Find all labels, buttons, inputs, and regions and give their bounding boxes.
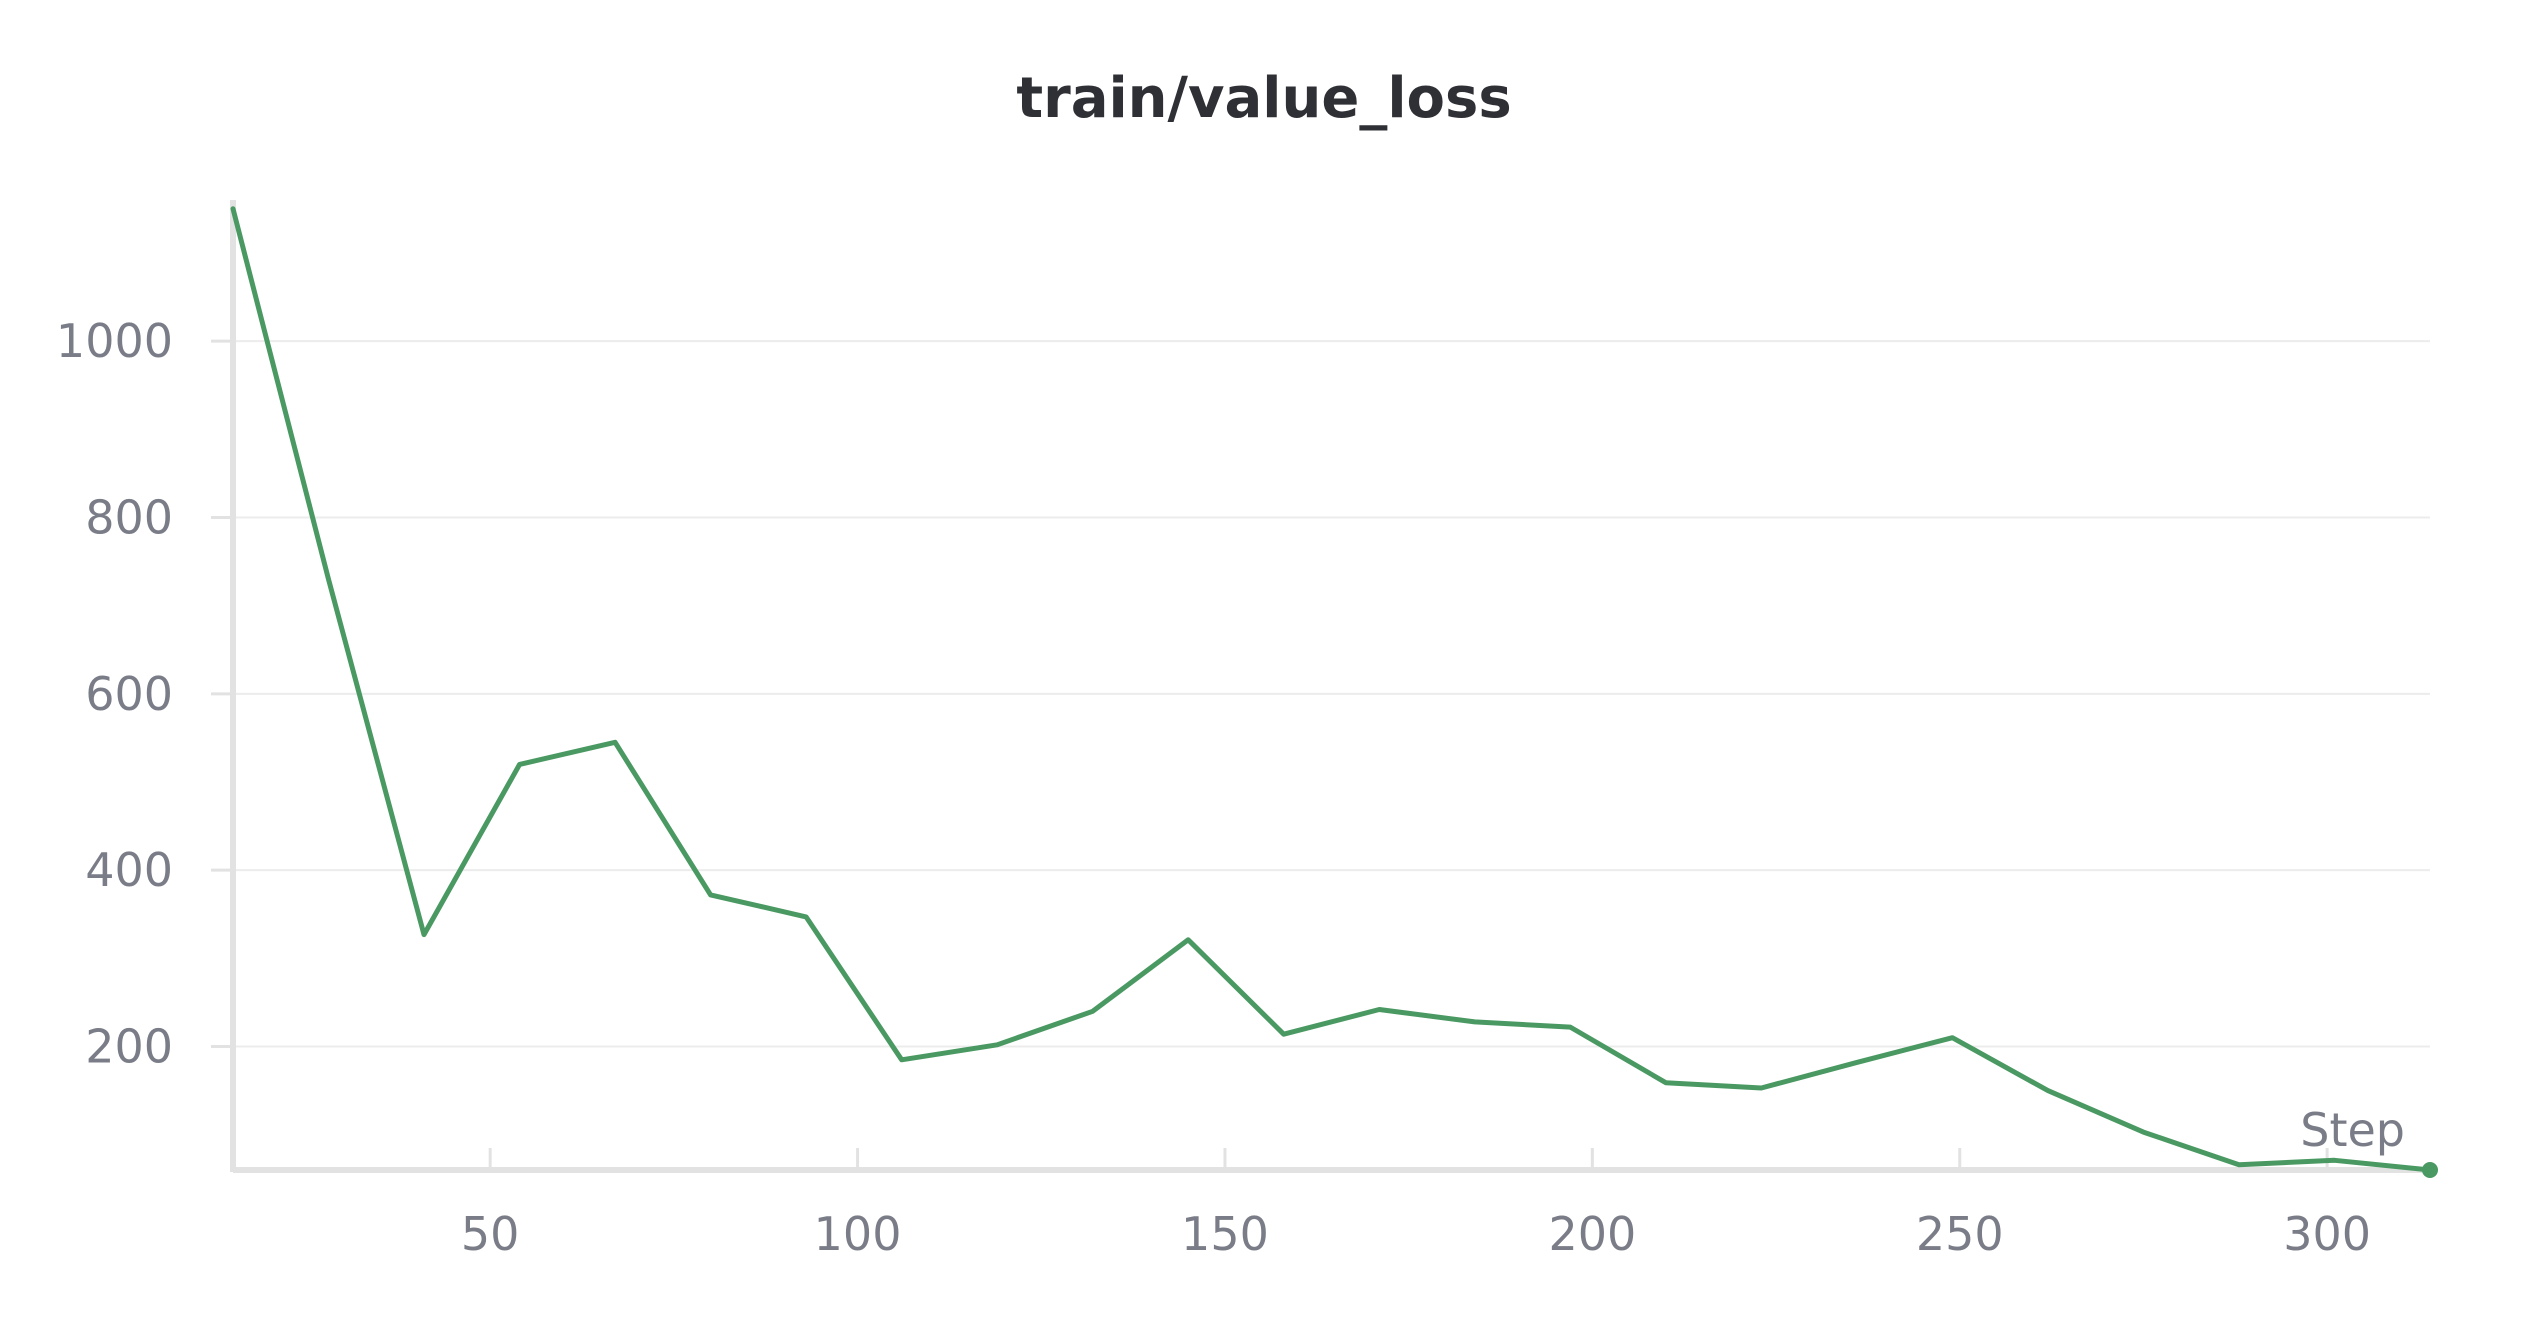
y-tick-label-600: 600 — [85, 667, 173, 721]
x-axis-label: Step — [2300, 1103, 2405, 1157]
x-tick-label-300: 300 — [2283, 1207, 2371, 1261]
x-tick-label-150: 150 — [1181, 1207, 1269, 1261]
y-tick-label-400: 400 — [85, 843, 173, 897]
y-tick-label-800: 800 — [85, 490, 173, 544]
axes — [230, 200, 2430, 1173]
y-tick-label-1000: 1000 — [56, 314, 173, 368]
x-tick-label-250: 250 — [1916, 1207, 2004, 1261]
y-tick-label-200: 200 — [85, 1020, 173, 1074]
series-line-0 — [230, 206, 2433, 1173]
series-layer — [230, 206, 2438, 1178]
x-axis-ticks: 50 100 150 200 250 300 — [461, 1148, 2371, 1261]
series-endpoint-marker-0 — [2422, 1162, 2438, 1178]
chart-title: train/value_loss — [1016, 66, 1512, 131]
x-tick-label-100: 100 — [814, 1207, 902, 1261]
x-tick-label-200: 200 — [1548, 1207, 1636, 1261]
y-axis-ticks: 200 400 600 800 1000 — [56, 314, 233, 1074]
grid-lines — [233, 340, 2430, 1048]
x-tick-label-50: 50 — [461, 1207, 520, 1261]
